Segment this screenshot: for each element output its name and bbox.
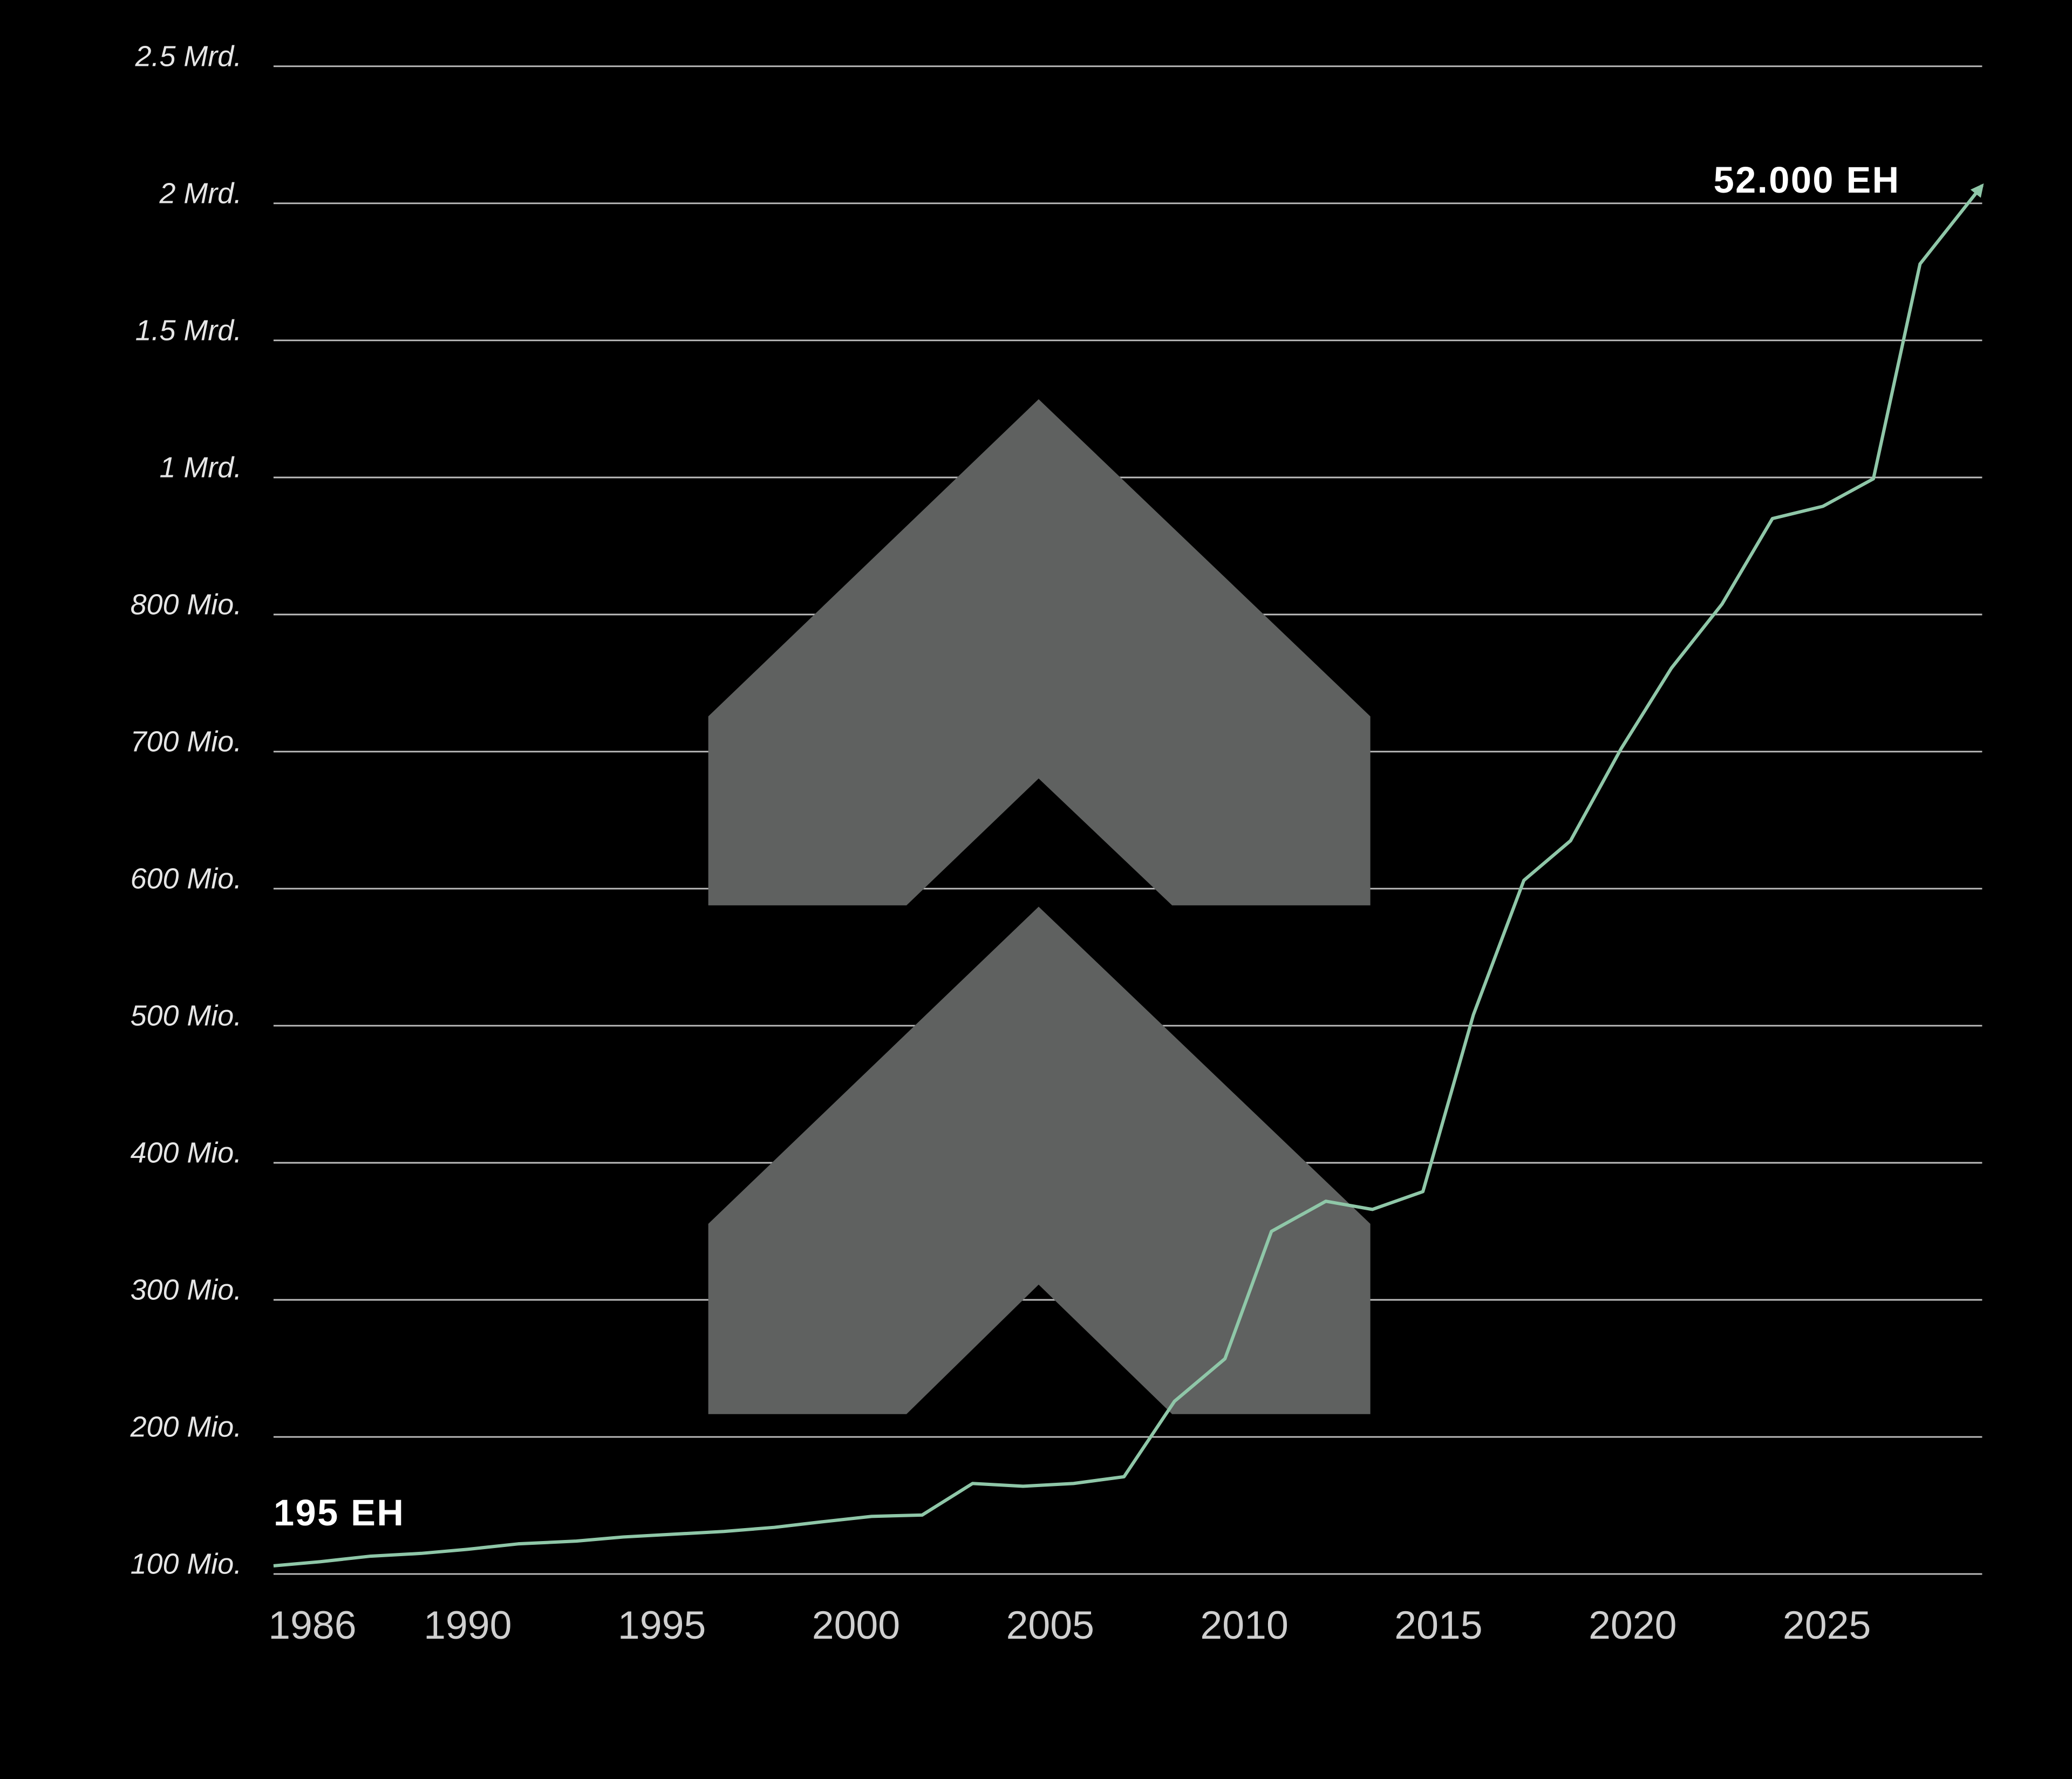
x-tick-label: 1986	[268, 1603, 356, 1647]
data-line	[273, 183, 1984, 1567]
x-tick-label: 2020	[1589, 1603, 1676, 1647]
x-tick-label: 2025	[1783, 1603, 1871, 1647]
y-tick-label: 2.5 Mrd.	[135, 40, 242, 72]
y-tick-label: 500 Mio.	[131, 1000, 242, 1032]
annotation-start: 195 EH	[274, 1492, 405, 1533]
x-tick-label: 2000	[812, 1603, 900, 1647]
y-tick-label: 800 Mio.	[131, 588, 242, 621]
x-tick-label: 2015	[1394, 1603, 1482, 1647]
x-tick-label: 1995	[618, 1603, 706, 1647]
y-tick-label: 300 Mio.	[131, 1274, 242, 1306]
y-tick-label: 400 Mio.	[131, 1137, 242, 1169]
y-tick-label: 2 Mrd.	[159, 177, 242, 209]
y-tick-label: 100 Mio.	[131, 1548, 242, 1580]
x-tick-label: 2005	[1006, 1603, 1094, 1647]
chevron-upper	[708, 399, 1371, 905]
y-tick-label: 1 Mrd.	[160, 451, 242, 483]
annotation-end: 52.000 EH	[1714, 159, 1900, 201]
x-tick-label: 1990	[424, 1603, 512, 1647]
y-tick-label: 200 Mio.	[130, 1411, 242, 1443]
y-tick-label: 700 Mio.	[131, 725, 242, 758]
y-tick-label: 600 Mio.	[131, 862, 242, 895]
x-tick-label: 2010	[1200, 1603, 1288, 1647]
chevron-lower	[708, 906, 1371, 1414]
y-tick-label: 1.5 Mrd.	[135, 314, 242, 346]
